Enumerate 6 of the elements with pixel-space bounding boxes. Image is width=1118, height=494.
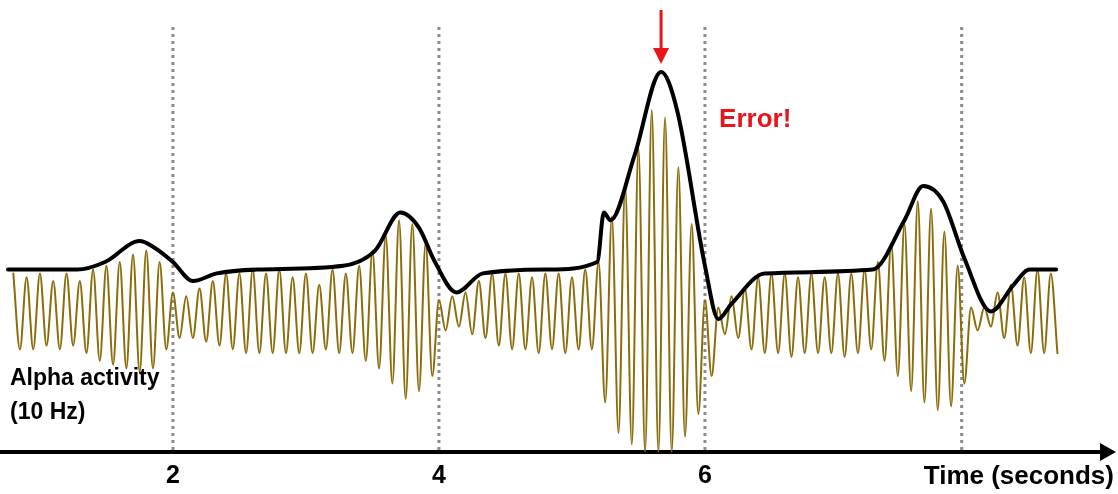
y-axis-title: Alpha activity (10 Hz)	[10, 363, 160, 426]
x-axis-title: Time (seconds)	[923, 460, 1114, 491]
x-tick-label: 4	[431, 460, 446, 489]
x-tick-label: 6	[698, 460, 712, 489]
x-tick-label: 2	[165, 460, 180, 489]
annotation: Error!	[719, 103, 792, 134]
